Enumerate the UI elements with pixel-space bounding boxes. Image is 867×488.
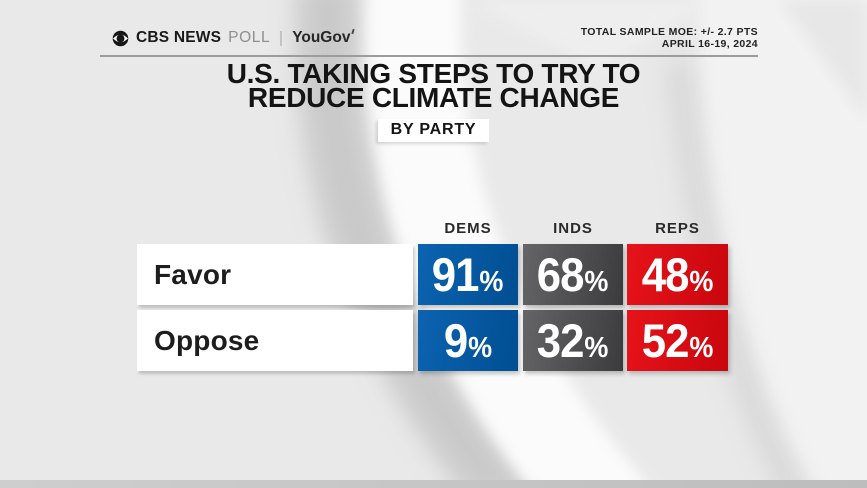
percent-sign: %	[689, 332, 714, 364]
cell-value: 91%	[432, 251, 504, 298]
title-line-1: U.S. TAKING STEPS TO TRY TO	[226, 58, 641, 89]
row-label-oppose: Oppose	[137, 310, 413, 371]
cell-value: 68%	[537, 251, 609, 298]
percent-sign: %	[584, 332, 609, 364]
value-number: 9	[443, 314, 468, 367]
row-label-text: Favor	[154, 258, 232, 290]
oppose-inds-cell: 32%	[523, 310, 623, 371]
percent-sign: %	[468, 332, 493, 364]
brand-divider	[280, 30, 283, 46]
oppose-dems-cell: 9%	[418, 310, 518, 371]
moe-line: TOTAL SAMPLE MOE: +/- 2.7 PTS	[580, 26, 758, 38]
cell-value: 32%	[537, 317, 609, 364]
value-number: 68	[537, 248, 585, 301]
value-number: 48	[641, 248, 690, 301]
column-header-reps: REPS	[655, 220, 700, 237]
yougov-wordmark: YouGov	[292, 28, 356, 47]
by-party-badge: BY PARTY	[377, 119, 490, 142]
percent-sign: %	[479, 266, 504, 298]
cell-value: 9%	[444, 317, 492, 364]
oppose-reps-cell: 52%	[627, 310, 728, 371]
row-label-text: Oppose	[154, 324, 260, 356]
bottom-bar	[0, 480, 867, 488]
percent-sign: %	[584, 266, 609, 298]
cbs-eye-icon	[112, 30, 129, 46]
value-number: 32	[537, 314, 585, 367]
brand-row: CBS NEWS POLL YouGov	[112, 28, 356, 48]
value-number: 52	[641, 314, 690, 367]
title-line-2: REDUCE CLIMATE CHANGE	[247, 82, 620, 113]
header-rule	[100, 55, 758, 57]
date-line: APRIL 16-19, 2024	[661, 37, 758, 50]
favor-reps-cell: 48%	[627, 244, 728, 305]
value-number: 91	[432, 248, 480, 301]
poll-wordmark: POLL	[228, 29, 271, 46]
row-label-favor: Favor	[137, 244, 413, 305]
column-header-inds: INDS	[553, 220, 593, 237]
percent-sign: %	[689, 266, 714, 298]
cbs-news-wordmark: CBS NEWS	[136, 29, 222, 46]
cell-value: 48%	[642, 251, 714, 298]
column-header-dems: DEMS	[444, 220, 492, 237]
favor-inds-cell: 68%	[523, 244, 623, 305]
favor-dems-cell: 91%	[418, 244, 518, 305]
page-title: U.S. TAKING STEPS TO TRY TO REDUCE CLIMA…	[0, 58, 867, 113]
sample-info: TOTAL SAMPLE MOE: +/- 2.7 PTS APRIL 16-1…	[580, 26, 758, 50]
cell-value: 52%	[642, 317, 714, 364]
